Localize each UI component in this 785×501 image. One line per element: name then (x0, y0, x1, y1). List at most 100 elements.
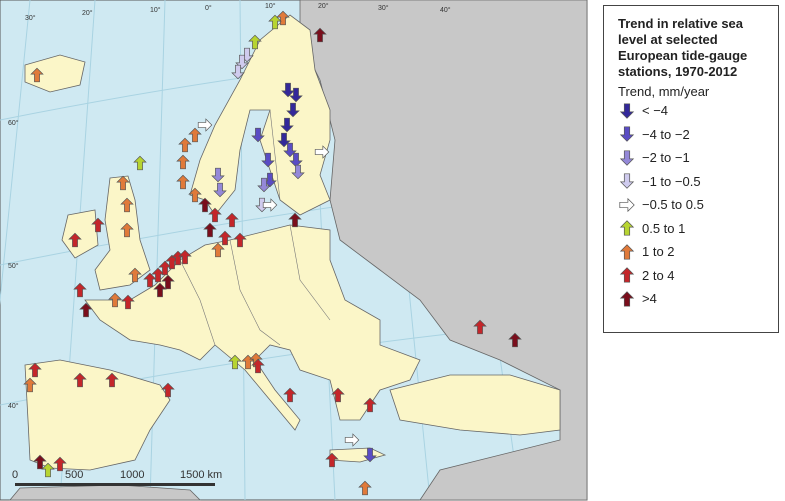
station-arrow (619, 244, 635, 260)
legend-subtitle: Trend, mm/year (618, 84, 710, 99)
station-arrow (73, 282, 87, 298)
station-arrow (286, 102, 300, 118)
station-arrow (198, 197, 212, 213)
station-arrow (283, 387, 297, 403)
station-arrow (120, 222, 134, 238)
legend-title: Trend in relative sea level at selected … (618, 16, 748, 79)
legend-icon (619, 197, 635, 212)
station-arrow (268, 14, 282, 30)
legend-icon (619, 103, 635, 119)
station-arrow (619, 126, 635, 142)
station-arrow (231, 64, 245, 80)
station-arrow (289, 152, 303, 168)
station-arrow (313, 27, 327, 43)
legend-label: 0.5 to 1 (642, 220, 686, 236)
station-arrow (79, 302, 93, 318)
legend: Trend in relative sea level at selected … (603, 5, 779, 333)
scale-bar (15, 483, 215, 486)
legend-label: 1 to 2 (642, 244, 675, 260)
graticule-label: 20° (318, 2, 329, 10)
legend-label: >4 (642, 291, 657, 307)
legend-item: 0.5 to 1 (618, 217, 770, 241)
station-arrow (325, 452, 339, 468)
station-arrow (33, 454, 47, 470)
station-arrow (248, 34, 262, 50)
station-arrow (120, 197, 134, 213)
legend-icon (619, 150, 635, 166)
station-arrow (331, 387, 345, 403)
legend-item: >4 (618, 287, 770, 311)
legend-icon (619, 244, 635, 260)
station-arrow (178, 137, 192, 153)
station-arrow (233, 232, 247, 248)
station-arrow (314, 145, 330, 159)
legend-icon (619, 291, 635, 307)
station-arrow (208, 207, 222, 223)
station-arrow (619, 173, 635, 189)
station-arrow (619, 197, 635, 212)
station-arrow (30, 67, 44, 83)
station-arrow (619, 103, 635, 119)
legend-item: 1 to 2 (618, 240, 770, 264)
station-arrow (161, 274, 175, 290)
legend-label: −2 to −1 (642, 150, 690, 166)
station-arrow (288, 212, 302, 228)
station-arrow (211, 242, 225, 258)
station-arrow (276, 10, 290, 26)
legend-item: −0.5 to 0.5 (618, 193, 770, 217)
legend-label: −0.5 to 0.5 (642, 197, 704, 213)
graticule-label: 30° (378, 4, 389, 12)
legend-icon (619, 126, 635, 142)
station-arrow (291, 164, 305, 180)
station-arrow (68, 232, 82, 248)
graticule-label: 10° (150, 6, 161, 14)
scale-label: 1500 km (180, 469, 222, 481)
station-arrow (473, 319, 487, 335)
legend-label: −1 to −0.5 (642, 173, 701, 189)
station-arrow (211, 167, 225, 183)
legend-icon (619, 267, 635, 283)
graticule-label: 30° (25, 14, 36, 22)
station-arrow (128, 267, 142, 283)
legend-label: < −4 (642, 103, 669, 119)
station-arrow (251, 358, 265, 374)
scale-label: 0 (12, 469, 18, 481)
legend-items: < −4 −4 to −2 −2 to −1 −1 to −0.5 −0.5 to 0.… (618, 99, 770, 311)
station-arrow (358, 480, 372, 496)
station-arrow (280, 117, 294, 133)
station-arrow (188, 127, 202, 143)
station-arrow (508, 332, 522, 348)
legend-label: −4 to −2 (642, 126, 690, 142)
station-arrow (108, 292, 122, 308)
station-arrow (188, 187, 202, 203)
station-arrow (176, 174, 190, 190)
legend-item: −4 to −2 (618, 123, 770, 147)
station-arrow (23, 377, 37, 393)
graticule-label: 40° (8, 402, 19, 410)
station-arrow (261, 152, 275, 168)
station-arrow (289, 87, 303, 103)
station-arrow (225, 212, 239, 228)
station-arrow (619, 291, 635, 307)
graticule-label: 50° (8, 262, 19, 270)
legend-icon (619, 173, 635, 189)
legend-icon (619, 220, 635, 236)
graticule-label: 0° (205, 4, 212, 12)
station-arrow (41, 462, 55, 478)
legend-item: −1 to −0.5 (618, 170, 770, 194)
station-arrow (116, 175, 130, 191)
station-arrow (257, 177, 271, 193)
legend-item: −2 to −1 (618, 146, 770, 170)
station-arrow (28, 362, 42, 378)
station-arrow (105, 372, 119, 388)
station-arrow (619, 267, 635, 283)
borders (179, 109, 331, 346)
station-arrow (121, 294, 135, 310)
map: 0 500 1000 1500 km 30° 20° 10° 0° 10° 20° 30° 40° 60… (0, 0, 588, 501)
station-arrow (277, 132, 291, 148)
station-arrow (619, 150, 635, 166)
legend-label: 2 to 4 (642, 267, 675, 283)
station-arrow (133, 155, 147, 171)
station-arrow (251, 127, 265, 143)
